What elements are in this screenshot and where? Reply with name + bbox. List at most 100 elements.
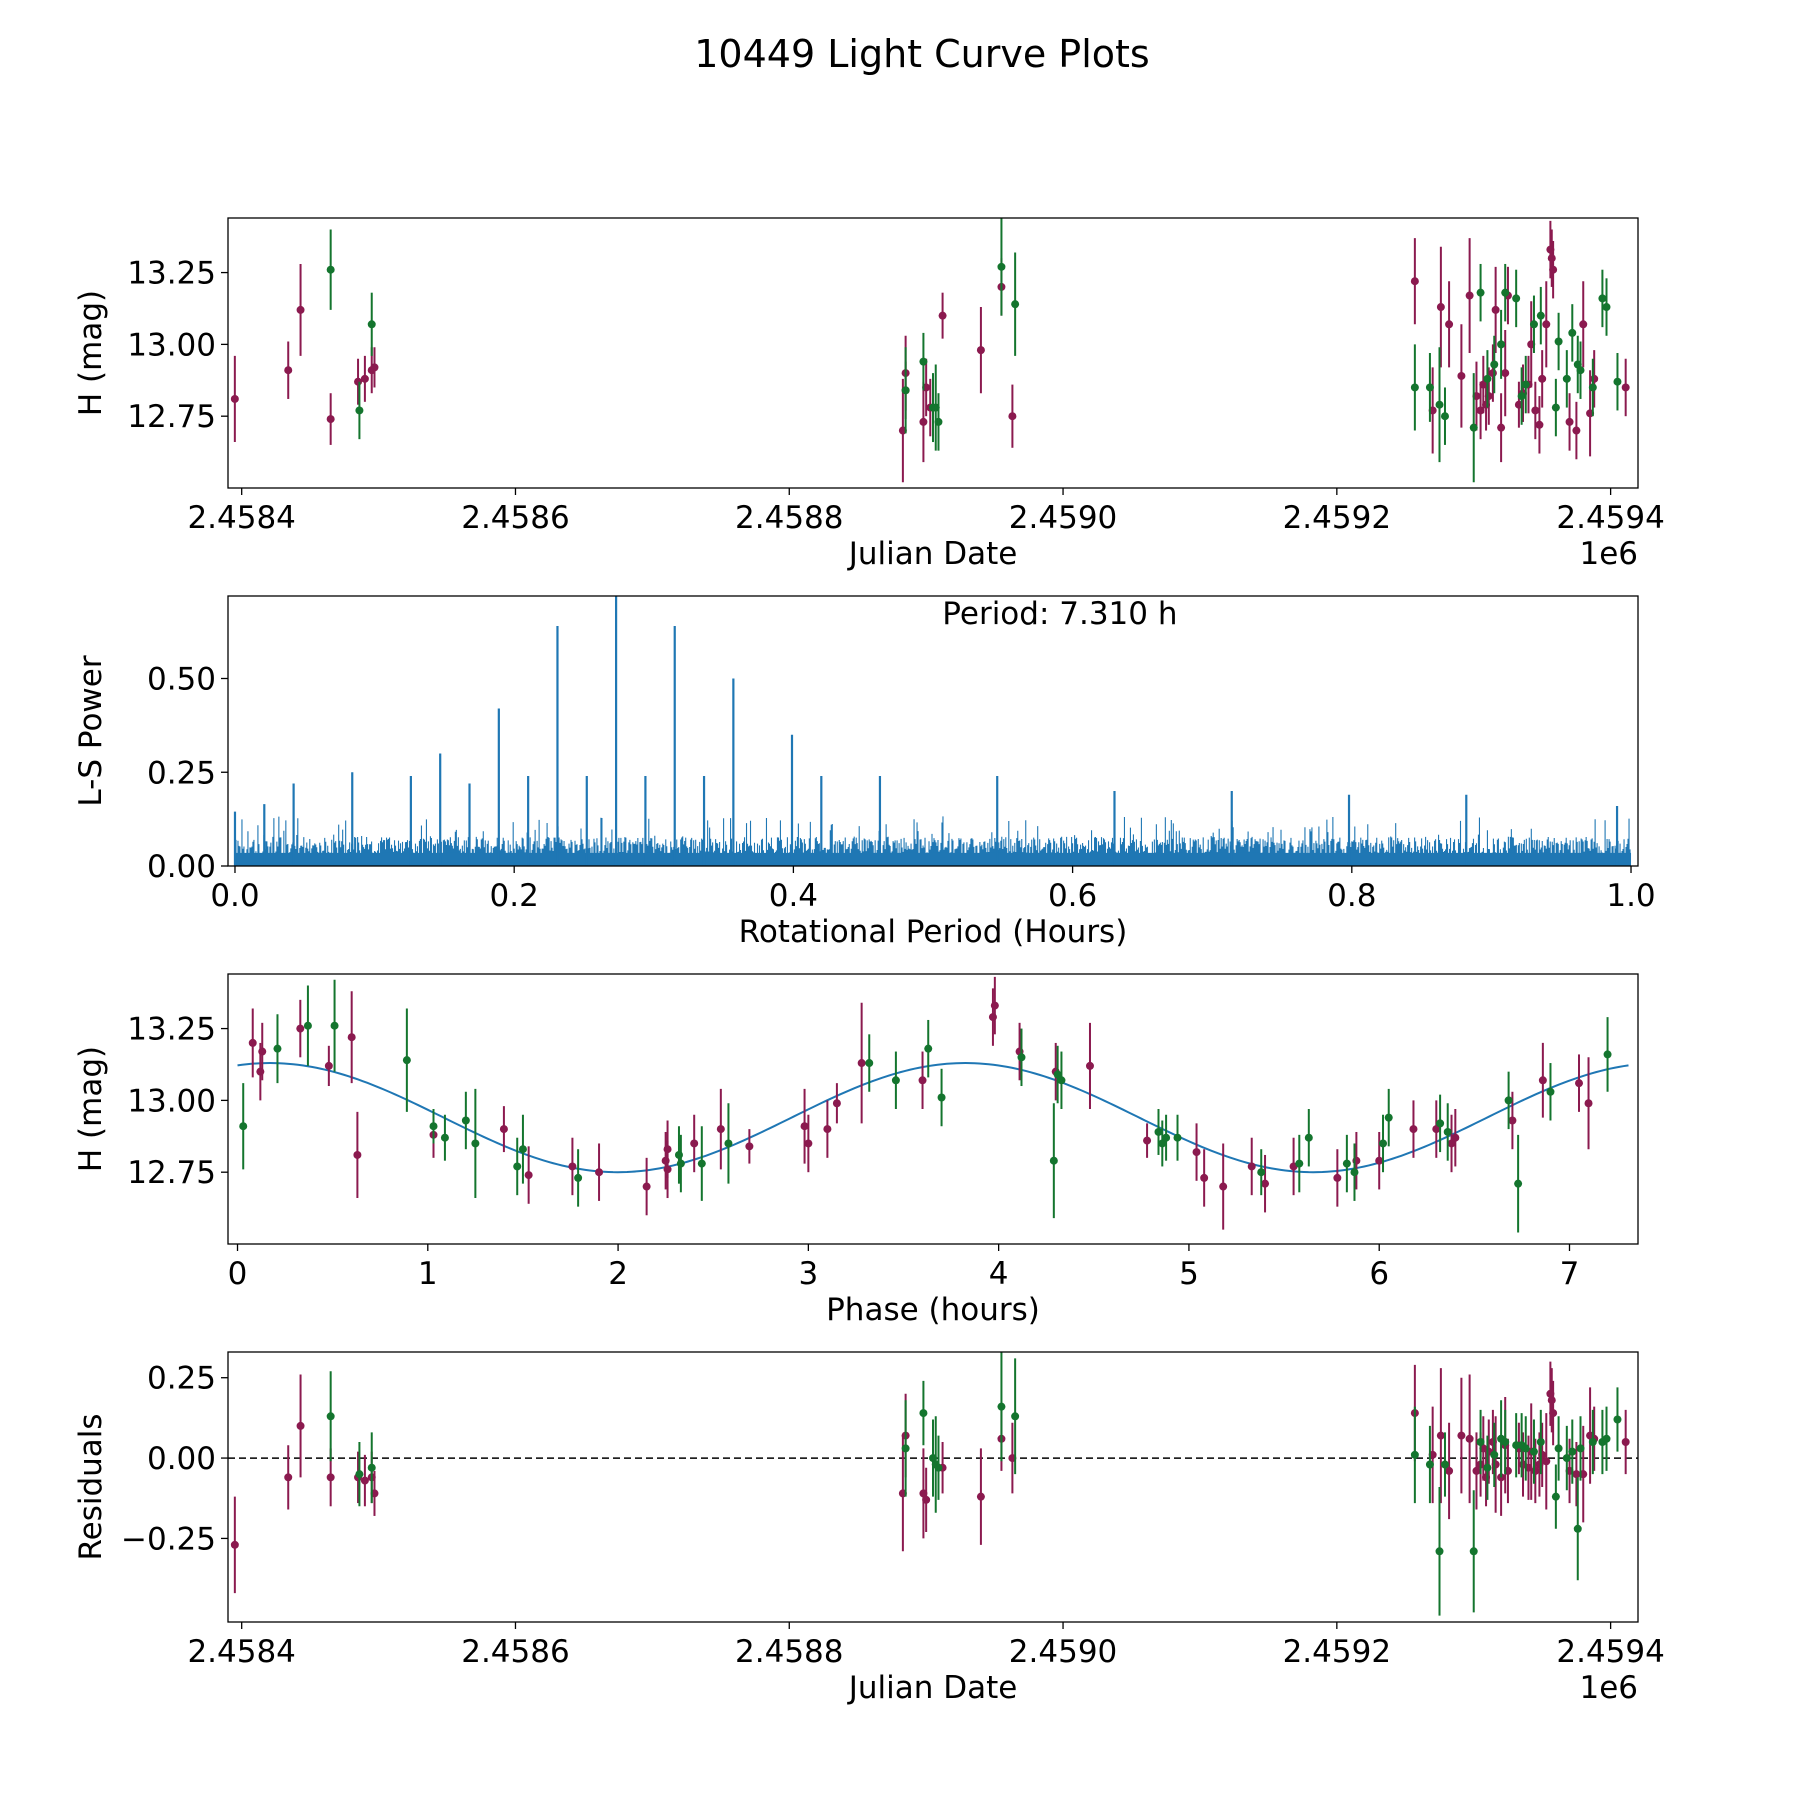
data-point bbox=[296, 263, 305, 356]
data-point bbox=[1350, 1143, 1359, 1201]
x-tick-label: 2.4584 bbox=[187, 1634, 295, 1670]
data-point bbox=[1384, 1088, 1393, 1147]
data-point bbox=[355, 381, 364, 440]
data-point bbox=[1333, 1149, 1342, 1207]
data-point bbox=[832, 1083, 841, 1124]
data-point bbox=[355, 1442, 364, 1507]
y-tick-label: 13.25 bbox=[127, 256, 216, 292]
x-tick-label: 0.0 bbox=[210, 878, 259, 914]
x-tick-label: 2.4586 bbox=[461, 1634, 569, 1670]
data-point bbox=[284, 1445, 293, 1510]
data-point bbox=[330, 979, 339, 1072]
data-point bbox=[1572, 1442, 1581, 1507]
data-point bbox=[724, 1103, 733, 1184]
data-point bbox=[524, 1146, 533, 1204]
data-point bbox=[296, 999, 305, 1058]
series-filter-a bbox=[230, 1361, 1630, 1594]
x-tick-label: 3 bbox=[798, 1256, 818, 1292]
data-point bbox=[804, 1114, 813, 1173]
data-point bbox=[1588, 1409, 1597, 1475]
data-point bbox=[1409, 1100, 1418, 1158]
panel-phased-light-curve: 0 1 2 3 4 5 6 7 12.75 13.00 13.25 Phase (hours) H (m… bbox=[73, 973, 1639, 1328]
data-point bbox=[1576, 341, 1585, 399]
data-point bbox=[924, 1019, 933, 1078]
data-point bbox=[1568, 304, 1577, 362]
x-tick-label: 0.8 bbox=[1327, 878, 1376, 914]
data-point bbox=[1247, 1137, 1256, 1196]
data-point bbox=[1432, 1100, 1441, 1158]
series-filter-a bbox=[230, 220, 1630, 483]
data-point bbox=[934, 393, 943, 451]
data-point bbox=[938, 292, 947, 339]
data-point bbox=[1517, 367, 1526, 425]
data-point bbox=[990, 976, 999, 1035]
data-point bbox=[354, 358, 363, 405]
x-tick-label: 2 bbox=[608, 1256, 628, 1292]
data-point bbox=[976, 307, 985, 394]
data-point bbox=[1536, 286, 1545, 345]
data-point bbox=[1529, 1419, 1538, 1484]
x-tick-label: 2.4592 bbox=[1283, 1634, 1391, 1670]
data-point bbox=[595, 1143, 604, 1201]
data-point bbox=[1551, 378, 1560, 437]
figure-title: 10449 Light Curve Plots bbox=[694, 32, 1149, 76]
data-point bbox=[1154, 1109, 1163, 1155]
y-axis-label: Residuals bbox=[73, 1413, 109, 1560]
x-tick-label: 2.4588 bbox=[735, 500, 843, 536]
x-tick-label: 0.4 bbox=[769, 878, 818, 914]
data-point bbox=[1410, 1406, 1419, 1504]
data-point bbox=[574, 1149, 583, 1207]
x-tick-label: 0.6 bbox=[1048, 878, 1097, 914]
x-tick-label: 0.2 bbox=[490, 878, 539, 914]
data-point bbox=[1465, 1374, 1474, 1504]
data-point bbox=[1162, 1114, 1171, 1161]
series-filter-a bbox=[248, 976, 1593, 1230]
data-point bbox=[1603, 1017, 1612, 1092]
data-point bbox=[1584, 1057, 1593, 1150]
data-point bbox=[901, 1400, 910, 1497]
x-axis-label: Julian Date bbox=[847, 536, 1018, 572]
data-point bbox=[1562, 1425, 1571, 1491]
data-point bbox=[1521, 355, 1530, 414]
data-point bbox=[1613, 1387, 1622, 1452]
data-point bbox=[326, 1371, 335, 1462]
data-point bbox=[1621, 1409, 1630, 1475]
x-tick-label: 1 bbox=[418, 1256, 438, 1292]
data-point bbox=[997, 218, 1006, 316]
data-point bbox=[1529, 295, 1538, 353]
data-point bbox=[919, 381, 928, 463]
y-tick-label: 0.00 bbox=[147, 1441, 216, 1477]
data-point bbox=[1425, 1425, 1434, 1504]
data-point bbox=[1549, 240, 1558, 299]
x-tick-label: 2.4584 bbox=[187, 500, 295, 536]
y-tick-label: −0.25 bbox=[121, 1521, 216, 1557]
data-point bbox=[976, 1448, 985, 1545]
data-point bbox=[1257, 1149, 1266, 1196]
data-point bbox=[360, 1454, 369, 1507]
plot-area bbox=[230, 218, 1630, 483]
data-point bbox=[997, 1352, 1006, 1462]
data-point bbox=[518, 1114, 527, 1184]
data-point bbox=[471, 1088, 480, 1199]
data-point bbox=[1342, 1134, 1351, 1193]
data-point bbox=[1472, 1432, 1481, 1510]
data-point bbox=[937, 1068, 946, 1127]
data-point bbox=[1490, 1422, 1499, 1487]
data-point bbox=[1451, 1109, 1460, 1167]
x-tick-label: 7 bbox=[1560, 1256, 1580, 1292]
x-axis-label: Julian Date bbox=[847, 1670, 1018, 1706]
data-point bbox=[1425, 353, 1434, 422]
data-point bbox=[922, 1467, 931, 1532]
data-point bbox=[296, 1374, 305, 1478]
data-point bbox=[1476, 263, 1485, 322]
data-point bbox=[1549, 1380, 1558, 1446]
data-point bbox=[1017, 1028, 1026, 1087]
y-tick-label: 0.25 bbox=[147, 755, 216, 791]
data-point bbox=[1590, 350, 1599, 408]
axes-frame bbox=[227, 973, 1639, 1245]
plot-area bbox=[237, 976, 1629, 1233]
data-point bbox=[1483, 350, 1492, 408]
data-point bbox=[1504, 1071, 1513, 1130]
axes-frame bbox=[227, 217, 1639, 489]
